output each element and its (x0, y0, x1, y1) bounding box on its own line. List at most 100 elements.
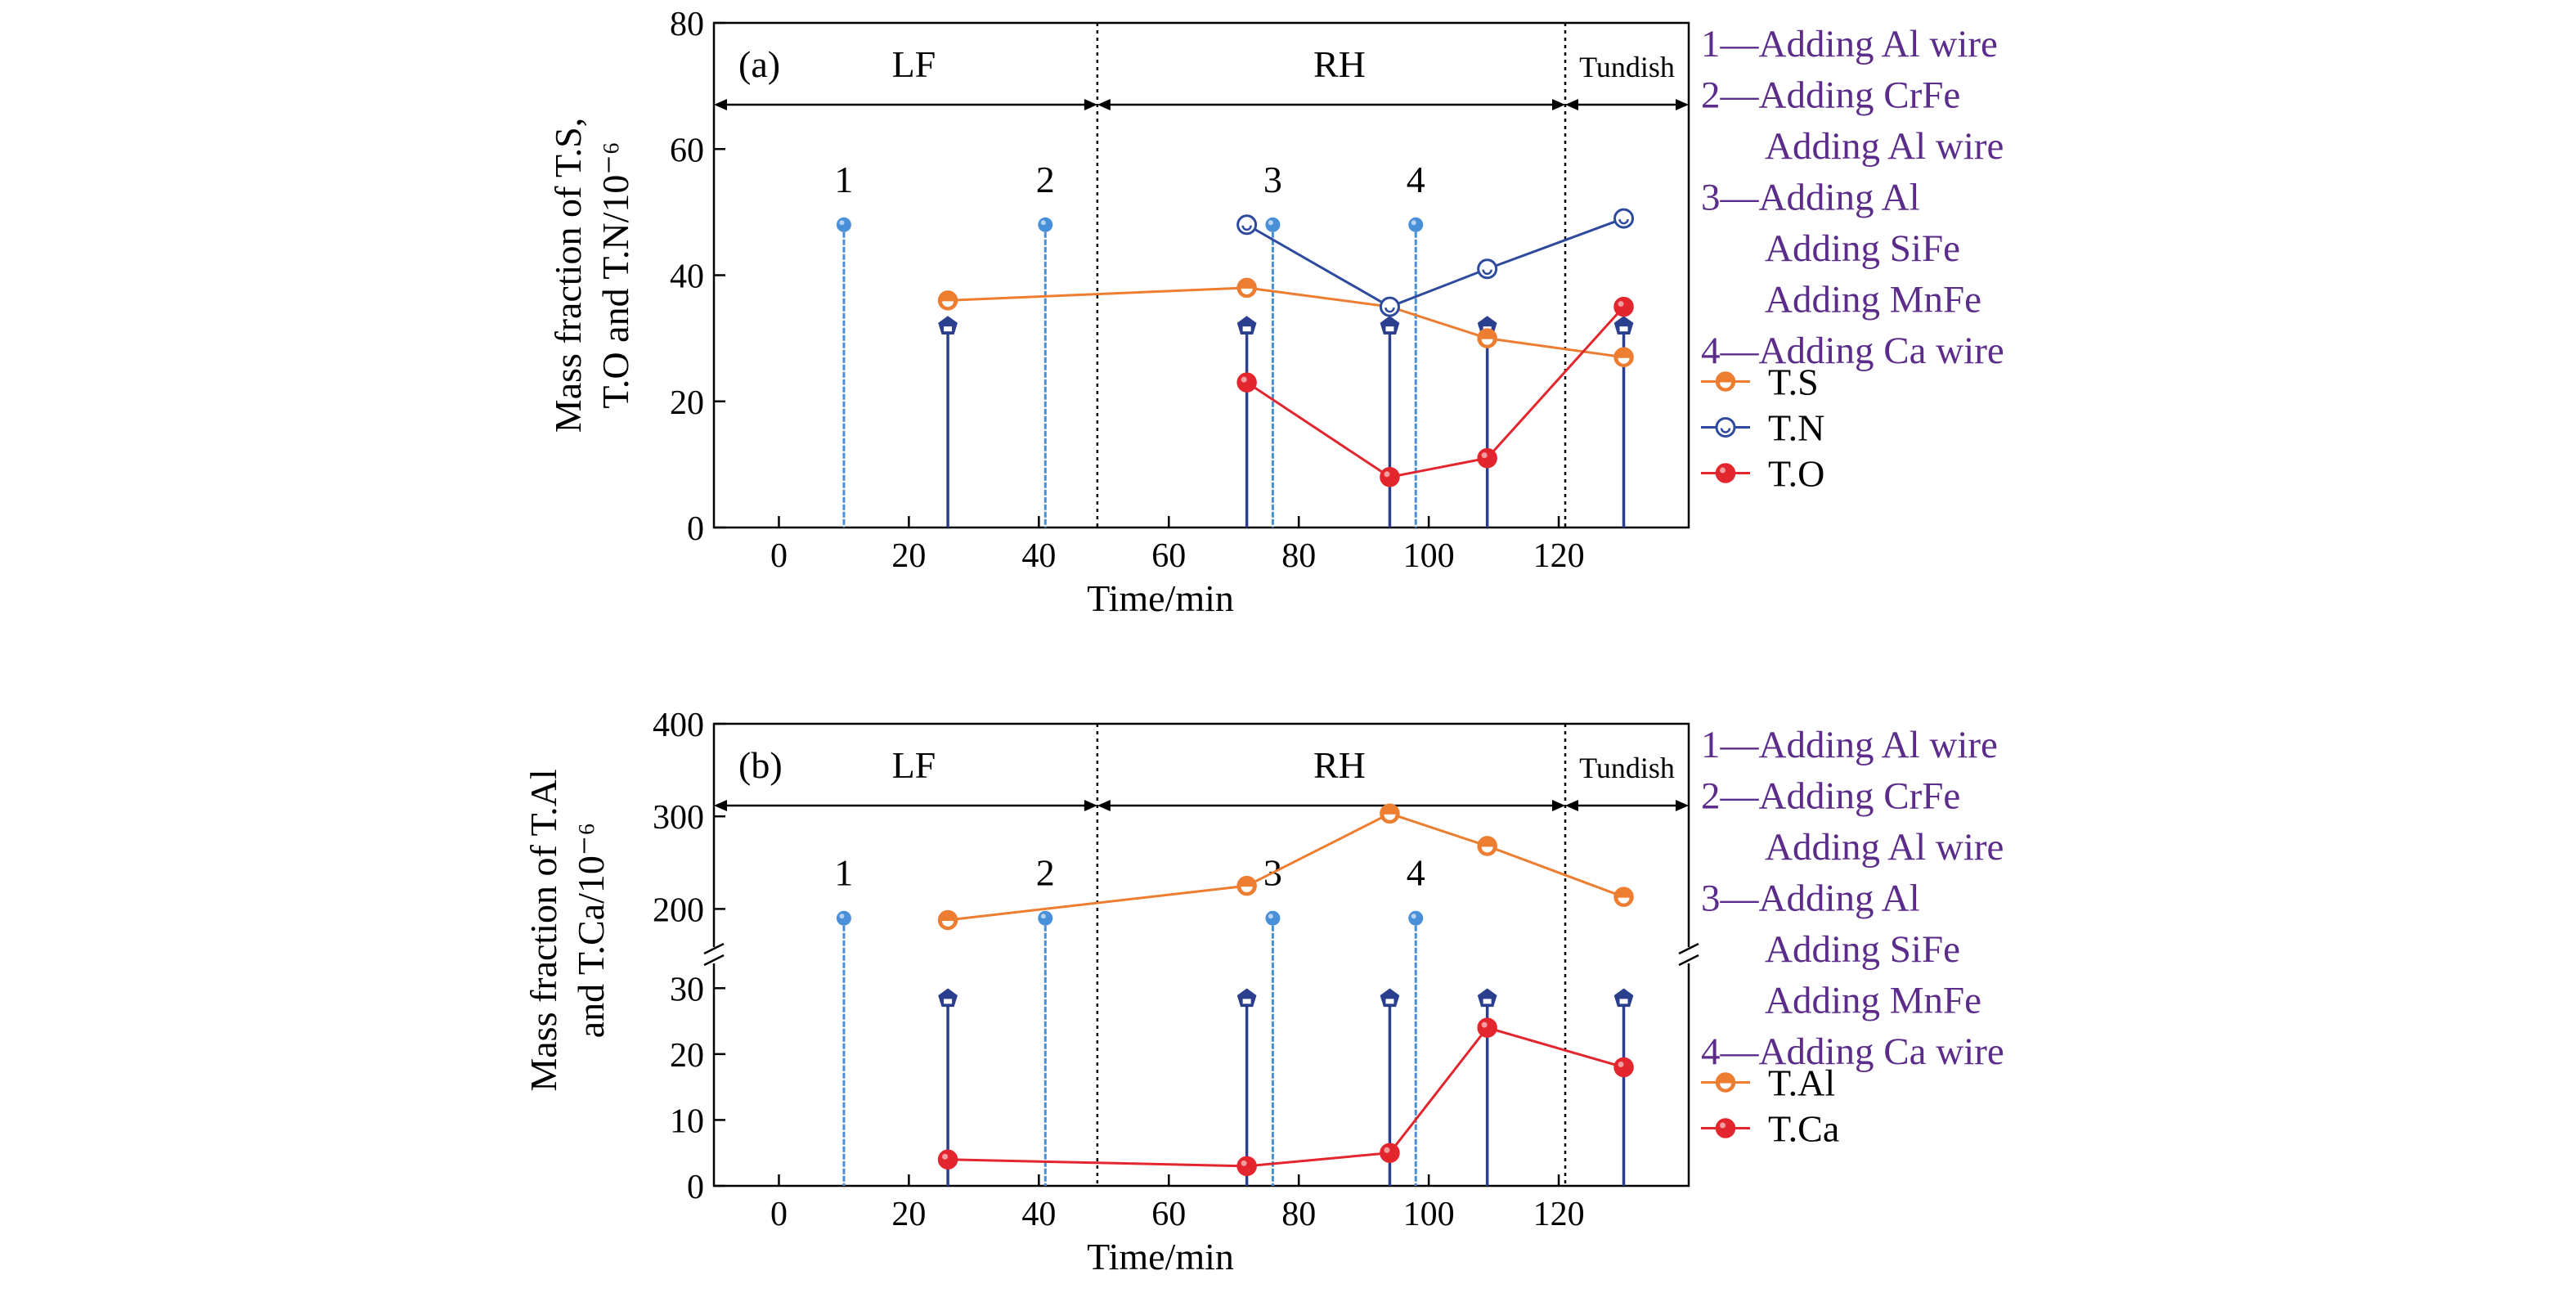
sample-marker-inner (1385, 326, 1394, 332)
y-tick-label: 60 (670, 132, 704, 169)
legend-marker (1715, 1072, 1736, 1093)
event-label: 3 (1263, 159, 1282, 200)
series-line-T.O (1245, 306, 1625, 478)
event-dot (1265, 910, 1281, 926)
x-tick-label: 0 (770, 537, 788, 575)
annotation-item-line: Adding MnFe (1765, 980, 1981, 1022)
legend-label: T.Ca (1768, 1108, 1839, 1150)
y-tick-label: 20 (670, 1037, 704, 1075)
data-point-T.N-inner (1482, 269, 1492, 275)
sample-marker-inner (1242, 999, 1251, 1004)
x-tick-label: 80 (1281, 1196, 1316, 1233)
y-axis-label: and T.Ca/10⁻⁶ (570, 823, 612, 1038)
stage-arrowhead-left (1565, 800, 1579, 811)
data-point-T.N-inner (1618, 218, 1629, 225)
stage-arrowhead-left (1097, 800, 1111, 811)
stage-arrowhead-left (714, 99, 727, 110)
data-point-T.O (1380, 467, 1400, 487)
stage-label: RH (1313, 43, 1366, 85)
data-point-T.S (1613, 347, 1634, 368)
data-point-T.O (1477, 447, 1497, 469)
y-tick-label: 80 (670, 6, 704, 43)
x-tick-label: 120 (1533, 537, 1585, 575)
annotation-item: 3—Adding Al (1701, 177, 1920, 219)
data-point-T.O-highlight (1481, 452, 1488, 459)
annotation-item: 1—Adding Al wire (1701, 23, 1998, 65)
y-tick-label: 30 (670, 971, 704, 1008)
data-point-T.S-inner (1241, 288, 1253, 294)
legend-marker-inner (1720, 382, 1731, 388)
event-dot-highlight (1040, 220, 1046, 226)
annotation-item: 1—Adding Al wire (1701, 724, 1998, 766)
stage-label: Tundish (1579, 51, 1675, 83)
data-point-T.Ca-highlight (1618, 1061, 1624, 1067)
annotation-item-line: Adding SiFe (1765, 227, 1960, 270)
y-axis-label: T.O and T.N/10⁻⁶ (595, 141, 636, 409)
series-line-T.S (948, 286, 1624, 359)
annotation-item: 2—Adding CrFe (1701, 775, 1960, 818)
x-tick-label: 0 (770, 1196, 788, 1233)
event-label: 1 (834, 852, 853, 894)
event-dot-highlight (1040, 914, 1046, 919)
legend-marker-highlight (1720, 1122, 1726, 1129)
event-label: 4 (1407, 159, 1425, 200)
annotation-item: 3—Adding Al (1701, 878, 1920, 920)
stage-label: RH (1313, 744, 1366, 786)
stage-arrowhead-left (1097, 99, 1111, 110)
data-point-T.N-inner (1384, 307, 1395, 313)
data-point-T.Ca-highlight (1384, 1147, 1390, 1153)
stage-label: LF (892, 43, 936, 85)
data-point-T.N (1477, 258, 1498, 280)
y-tick-label: 0 (687, 1169, 704, 1206)
event-dot-highlight (1268, 220, 1273, 226)
event-dot (1408, 910, 1424, 926)
event-dot-highlight (1268, 914, 1273, 919)
y-tick-label: 200 (653, 891, 704, 929)
data-point-T.Al-inner (1241, 887, 1253, 893)
data-point-T.O-highlight (1384, 471, 1390, 478)
sample-marker (938, 316, 958, 334)
panel-a: 0 20 40 60 80 100 120 Time/min LF RH Tundish (a) 0 20… (547, 6, 2004, 619)
event-dot (1038, 910, 1053, 926)
data-point-T.N (1613, 208, 1635, 229)
data-point-T.Ca (1613, 1057, 1634, 1078)
sample-marker (1236, 316, 1257, 334)
y-axis-label: Mass fraction of T.Al (523, 769, 564, 1091)
legend-marker (1715, 417, 1736, 438)
data-point-T.Al (1236, 875, 1257, 896)
annotation-item-line: Adding Al wire (1765, 125, 2004, 168)
sample-marker-inner (1483, 999, 1492, 1004)
x-tick-label: 80 (1281, 537, 1316, 575)
data-point-T.N (1236, 214, 1258, 236)
data-point-T.S (937, 290, 958, 311)
x-tick-label: 40 (1021, 537, 1056, 575)
data-point-T.Ca (1380, 1143, 1400, 1163)
annotation-item-line: Adding MnFe (1765, 279, 1981, 321)
legend-label: T.O (1768, 453, 1824, 495)
x-tick-label: 20 (891, 537, 926, 575)
plot-frame (712, 21, 1690, 529)
x-axis-label: Time/min (1087, 1236, 1234, 1277)
legend-marker (1715, 1118, 1736, 1138)
x-tick-label: 100 (1403, 537, 1455, 575)
legend-label: T.S (1768, 361, 1819, 403)
x-tick-label: 100 (1403, 1196, 1455, 1233)
event-dot-highlight (839, 220, 845, 226)
data-point-T.S-inner (942, 301, 954, 308)
event-dot (1408, 217, 1424, 232)
y-tick-label: 20 (670, 384, 704, 422)
stage-arrowhead-left (714, 800, 727, 811)
event-dot-highlight (1411, 914, 1416, 919)
sample-marker (1613, 988, 1634, 1008)
annotation-item: 4—Adding Ca wire (1701, 1030, 2004, 1073)
sample-marker-inner (1619, 999, 1628, 1004)
x-tick-label: 60 (1151, 1196, 1186, 1233)
event-dot (1265, 217, 1281, 232)
data-point-T.Ca (937, 1149, 958, 1170)
data-point-T.Ca-highlight (1481, 1021, 1488, 1028)
data-point-T.O-highlight (1618, 301, 1624, 308)
series-line-T.N (1245, 217, 1625, 308)
y-tick-label: 300 (653, 799, 704, 837)
stage-arrowhead-right (1676, 800, 1689, 811)
